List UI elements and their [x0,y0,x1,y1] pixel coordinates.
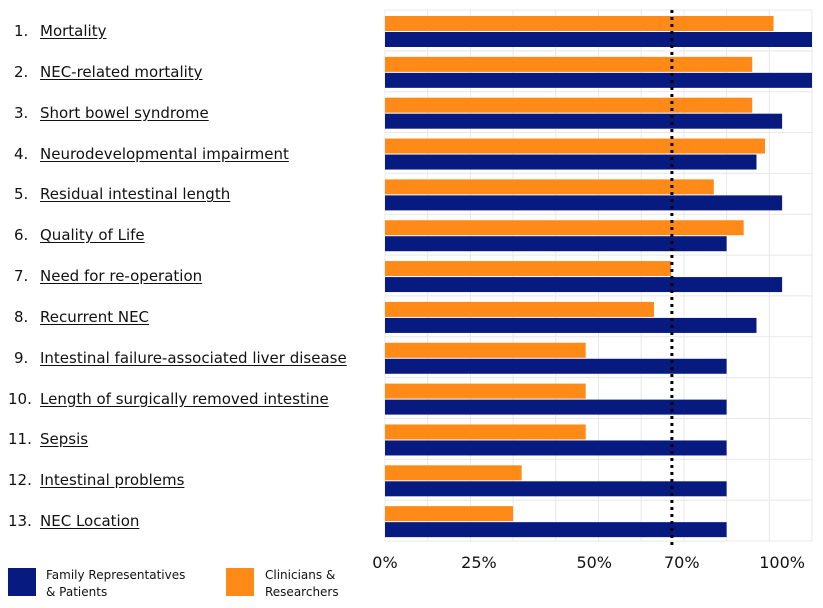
bar-clinicians [385,179,714,195]
bar-clinicians [385,138,766,154]
bar-clinicians [385,506,514,522]
bar-clinicians [385,56,753,72]
legend-family-line2: & Patients [46,585,108,599]
x-tick-label: 100% [759,553,805,572]
legend-label-family: Family Representatives & Patients [46,567,206,601]
row-number: 5. [14,185,29,204]
legend-label-clinicians: Clinicians & Researchers [265,567,425,601]
category-label[interactable]: Intestinal problems [40,471,185,490]
bar-clinicians [385,97,753,113]
bar-clinicians [385,465,522,481]
row-number: 8. [14,307,29,326]
category-label[interactable]: Quality of Life [40,226,145,245]
bar-family [385,317,757,333]
row-number: 7. [14,267,29,286]
x-tick-label: 25% [461,553,497,572]
category-label[interactable]: Mortality [40,22,107,40]
row-number: 1. [14,22,29,40]
category-label[interactable]: Short bowel syndrome [40,103,209,122]
category-label[interactable]: Recurrent NEC [40,307,150,326]
row-number: 3. [14,103,29,122]
x-tick-label: 70% [664,553,700,572]
row-number: 4. [14,144,29,163]
bar-clinicians [385,383,586,399]
bar-clinicians [385,261,672,277]
bar-clinicians [385,424,586,440]
row-number: 13. [8,512,32,531]
bar-family [385,154,757,170]
legend-clinicians-line1: Clinicians & [265,568,336,582]
legend-clinicians-line2: Researchers [265,585,339,599]
category-label[interactable]: NEC Location [40,512,140,531]
row-number: 11. [8,430,32,449]
row-number: 9. [14,348,29,367]
bar-clinicians [385,342,586,358]
bar-family [385,277,783,293]
bar-family [385,236,727,252]
bar-family [385,440,727,456]
category-label[interactable]: Length of surgically removed intestine [40,389,329,408]
category-label[interactable]: Sepsis [40,430,89,449]
legend-swatch-clinicians [226,568,254,596]
category-label[interactable]: Residual intestinal length [40,185,231,204]
bar-clinicians [385,220,744,236]
category-label[interactable]: Need for re-operation [40,267,203,286]
bar-family [385,481,727,497]
legend-family-line1: Family Representatives [46,568,186,582]
bar-family [385,195,783,211]
bar-family [385,358,727,374]
bar-clinicians [385,301,655,317]
bar-family [385,72,812,88]
bar-family [385,522,727,538]
bar-family [385,32,812,47]
category-label[interactable]: Intestinal failure-associated liver dise… [40,348,347,367]
row-number: 12. [8,471,32,490]
row-number: 10. [8,389,32,408]
bar-family [385,113,783,129]
row-number: 2. [14,62,29,81]
bar-family [385,399,727,415]
x-tick-label: 0% [372,553,397,572]
category-label[interactable]: NEC-related mortality [40,62,203,81]
row-number: 6. [14,226,29,245]
bar-clinicians [385,16,774,31]
x-tick-label: 50% [576,553,612,572]
legend-swatch-family [8,568,36,596]
category-label[interactable]: Neurodevelopmental impairment [40,144,289,163]
